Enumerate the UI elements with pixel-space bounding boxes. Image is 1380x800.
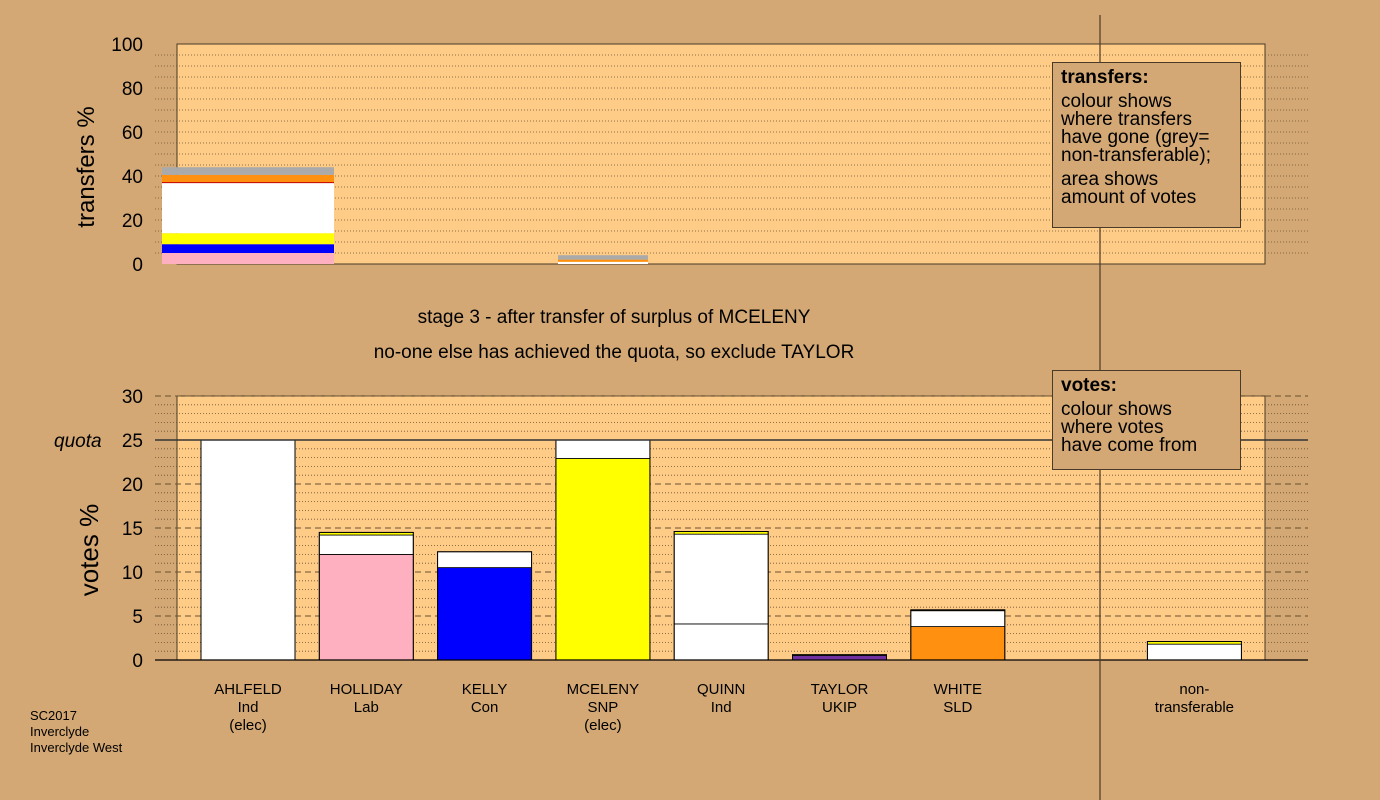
transfer-bar-segment [558, 255, 648, 260]
votes-y-tick-label: 15 [122, 519, 143, 540]
source-credit: SC2017 Inverclyde Inverclyde West [30, 708, 122, 756]
votes-y-tick-label: 20 [122, 475, 143, 496]
candidate-label: (elec) [584, 717, 622, 734]
candidate-label: HOLLIDAY [330, 681, 403, 698]
transfers-legend-line: amount of votes [1061, 187, 1197, 208]
transfer-bar-segment [162, 244, 334, 253]
candidate-label: Con [471, 699, 499, 716]
vote-bar-segment [673, 623, 769, 661]
vote-bar-segment [555, 439, 651, 459]
vote-bar-segment [555, 458, 651, 661]
transfer-bar-segment [162, 167, 334, 175]
votes-y-tick-label: 0 [132, 651, 143, 672]
transfers-y-tick-label: 0 [132, 255, 143, 276]
stage-subheading: no-one else has achieved the quota, so e… [374, 342, 855, 363]
credit-line: Inverclyde [30, 724, 90, 739]
stage-heading: stage 3 - after transfer of surplus of M… [418, 307, 811, 328]
transfers-legend-title: transfers: [1061, 67, 1149, 88]
vote-bar-segment [437, 567, 533, 661]
votes-y-tick-label: 5 [132, 607, 143, 628]
transfers-legend-line: where transfers [1061, 109, 1192, 130]
candidate-label: WHITE [934, 681, 982, 698]
vote-bar-segment [318, 554, 414, 661]
votes-legend-line: where votes [1061, 417, 1164, 438]
candidate-label: UKIP [822, 699, 857, 716]
vote-bar-segment [792, 655, 887, 661]
candidate-label: MCELENY [567, 681, 640, 698]
candidate-label: non- [1179, 681, 1209, 698]
candidate-label: Lab [354, 699, 379, 716]
candidate-label: AHLFELD [214, 681, 282, 698]
transfer-bar-segment [162, 233, 334, 245]
votes-y-axis-label: votes % [74, 504, 104, 597]
transfer-bar-segment [162, 253, 334, 264]
vote-bar-segment [437, 551, 533, 569]
vote-bar-segment [200, 439, 296, 661]
candidate-label: KELLY [462, 681, 508, 698]
credit-line: Inverclyde West [30, 740, 123, 755]
transfers-legend-line: area shows [1061, 169, 1159, 190]
transfers-y-tick-label: 60 [122, 123, 143, 144]
vote-bar-segment [910, 610, 1006, 627]
transfers-y-tick-label: 40 [122, 167, 143, 188]
vote-bar-segment [673, 533, 769, 625]
candidate-label: Ind [711, 699, 732, 716]
transfers-legend-line: non-transferable); [1061, 145, 1211, 166]
candidate-label: transferable [1155, 699, 1234, 716]
transfers-y-axis-label: transfers % [73, 106, 100, 227]
candidate-label: Ind [238, 699, 259, 716]
transfers-y-tick-label: 100 [111, 35, 143, 56]
votes-y-tick-label: 10 [122, 563, 143, 584]
transfers-y-tick-label: 80 [122, 79, 143, 100]
votes-legend: votes: colour shows where votes have com… [1052, 370, 1241, 470]
votes-legend-line: colour shows [1061, 399, 1172, 420]
votes-legend-title: votes: [1061, 375, 1117, 396]
transfer-bar-segment [162, 182, 334, 234]
transfer-bar-segment [558, 261, 648, 264]
transfers-legend-line: have gone (grey= [1061, 127, 1210, 148]
candidate-label: TAYLOR [811, 681, 869, 698]
transfer-bar-segment [162, 174, 334, 183]
transfers-y-tick-label: 20 [122, 211, 143, 232]
candidate-label: (elec) [229, 717, 267, 734]
candidate-label: QUINN [697, 681, 745, 698]
credit-line: SC2017 [30, 708, 77, 723]
candidate-label: SNP [587, 699, 618, 716]
vote-bar-segment [1147, 643, 1242, 661]
transfers-legend-line: colour shows [1061, 91, 1172, 112]
transfer-bar-segment [558, 259, 648, 262]
votes-y-tick-label: 25 [122, 431, 143, 452]
transfers-legend: transfers: colour shows where transfers … [1052, 62, 1241, 228]
votes-legend-line: have come from [1061, 435, 1198, 456]
quota-label: quota [54, 431, 102, 452]
candidate-label: SLD [943, 699, 972, 716]
vote-bar-segment [318, 534, 414, 555]
vote-bar-segment [910, 626, 1006, 661]
votes-y-tick-label: 30 [122, 387, 143, 408]
